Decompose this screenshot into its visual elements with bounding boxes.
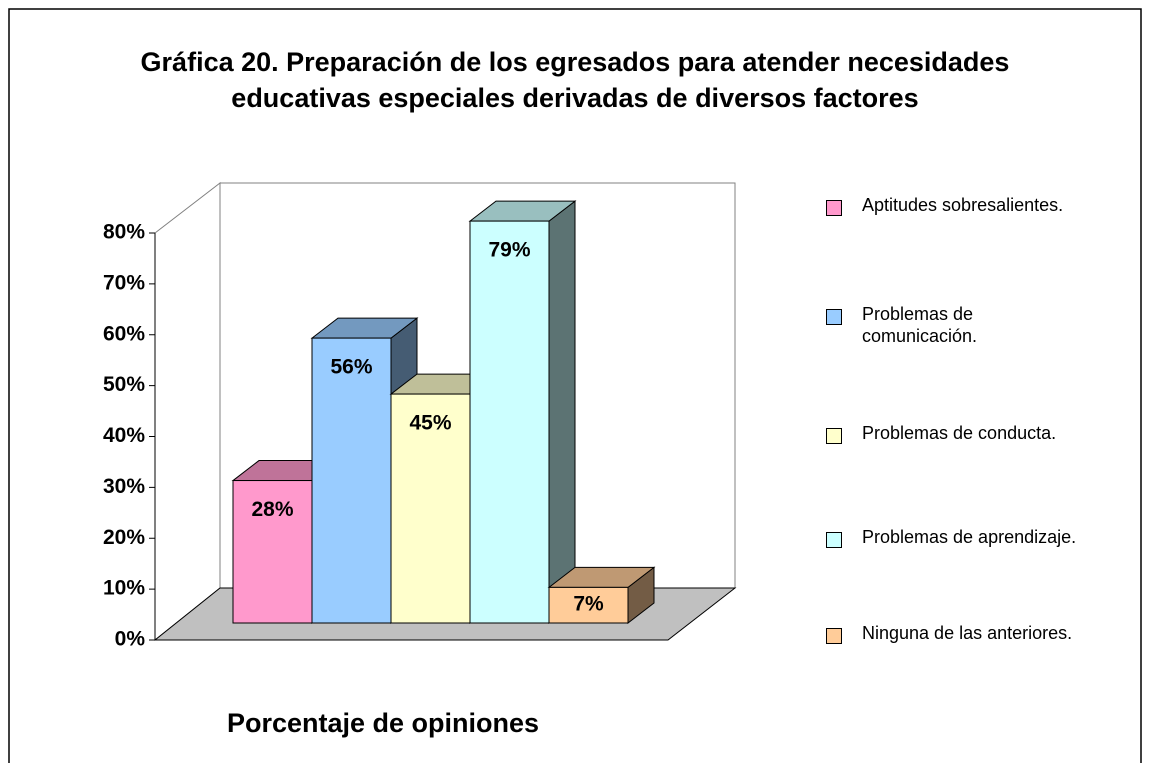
bar [469,220,550,624]
y-tick-label: 60% [103,322,145,345]
legend-label: Ninguna de las anteriores. [862,623,1073,643]
legend-label: Problemas de conducta. [862,423,1057,443]
bar [232,480,313,624]
y-tick-label: 40% [103,424,145,447]
y-tick-label: 10% [103,577,145,600]
legend-swatch [826,428,842,444]
value-label: 28% [251,498,293,521]
y-tick-label: 50% [103,373,145,396]
value-label: 45% [409,412,451,435]
legend-item: Problemas de conducta. [826,422,1077,444]
legend-item: Aptitudes sobresalientes. [826,194,1077,216]
legend-swatch [826,628,842,644]
legend-swatch [826,200,842,216]
x-axis-label: Porcentaje de opiniones [227,708,539,738]
value-label: 7% [573,593,604,616]
chart-title: Gráfica 20. Preparación de los egresados… [141,47,1010,77]
y-tick-label: 20% [103,526,145,549]
y-tick-label: 30% [103,475,145,498]
bar [390,393,471,624]
value-label: 56% [330,356,372,379]
side-wall [154,181,221,642]
legend-label: Aptitudes sobresalientes. [862,195,1064,215]
bar [311,337,392,624]
y-tick-label: 80% [103,221,145,244]
chart-title: educativas especiales derivadas de diver… [231,83,918,113]
legend-label: Problemas de comunicación. [862,304,978,346]
legend-item: Ninguna de las anteriores. [826,622,1077,644]
y-tick-label: 70% [103,271,145,294]
legend-swatch [826,309,842,325]
bar [548,586,629,624]
legend-swatch [826,532,842,548]
bar-side [548,200,576,625]
legend-item: Problemas de comunicación. [826,303,1077,347]
legend-label: Problemas de aprendizaje. [862,527,1077,547]
legend-item: Problemas de aprendizaje. [826,526,1077,548]
value-label: 79% [488,239,530,262]
y-tick-label: 0% [115,628,146,651]
frame [8,8,1142,763]
